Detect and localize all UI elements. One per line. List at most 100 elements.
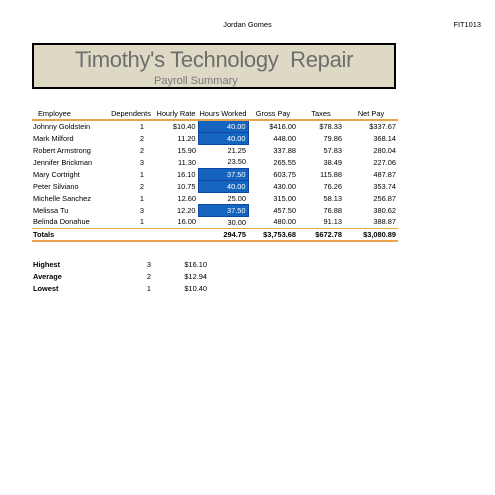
taxes-cell[interactable]: $78.33 bbox=[319, 122, 342, 131]
column-header-hours-worked[interactable]: Hours Worked bbox=[198, 108, 248, 121]
net-pay-cell[interactable]: 256.87 bbox=[373, 193, 396, 203]
net-pay-cell[interactable]: 368.14 bbox=[373, 133, 396, 143]
taxes-cell[interactable]: 79.86 bbox=[323, 133, 343, 143]
taxes-cell[interactable]: 76.26 bbox=[323, 181, 343, 191]
employee-name-cell[interactable]: Mary Cortright bbox=[33, 169, 80, 179]
table-row: Michelle Sanchez 1 12.60 25.00 315.00 58.13 25… bbox=[32, 192, 398, 204]
net-pay-cell[interactable]: 388.87 bbox=[373, 217, 396, 227]
hourly-rate-cell[interactable]: 16.10 bbox=[177, 169, 196, 179]
stat-dependents-cell[interactable]: 1 bbox=[146, 283, 151, 293]
report-subtitle: Payroll Summary bbox=[154, 75, 238, 87]
stat-rate-cell[interactable]: $12.94 bbox=[184, 271, 207, 281]
taxes-cell[interactable]: 76.88 bbox=[323, 205, 343, 215]
taxes-cell[interactable]: 91.13 bbox=[323, 217, 343, 227]
dependents-cell[interactable]: 1 bbox=[139, 217, 144, 227]
stat-label-cell[interactable]: Average bbox=[33, 271, 62, 281]
dependents-cell[interactable]: 1 bbox=[139, 122, 144, 131]
hours-worked-cell[interactable]: 37.50 bbox=[197, 167, 249, 181]
dependents-cell[interactable]: 2 bbox=[139, 145, 144, 155]
gross-pay-cell[interactable]: 603.75 bbox=[273, 169, 296, 179]
dependents-cell[interactable]: 1 bbox=[139, 193, 144, 203]
totals-label[interactable]: Totals bbox=[32, 227, 108, 242]
table-row: Robert Armstrong 2 15.90 21.25 337.88 57.83 28… bbox=[32, 144, 398, 156]
dependents-cell[interactable]: 2 bbox=[139, 133, 144, 143]
table-header-row: Employee Dependents Hourly Rate Hours Wo… bbox=[32, 108, 398, 121]
taxes-cell[interactable]: 38.49 bbox=[323, 157, 343, 167]
hours-worked-cell[interactable]: 23.50 bbox=[227, 157, 247, 167]
hourly-rate-cell[interactable]: 12.60 bbox=[177, 193, 197, 203]
dependents-cell[interactable]: 1 bbox=[139, 169, 144, 179]
gross-pay-cell[interactable]: 337.88 bbox=[273, 145, 296, 155]
gross-pay-cell[interactable]: $416.00 bbox=[269, 122, 296, 131]
hours-worked-cell[interactable]: 40.00 bbox=[197, 179, 249, 193]
company-title: Timothy's Technology Repair bbox=[74, 47, 354, 72]
gross-pay-cell[interactable]: 265.55 bbox=[273, 157, 296, 167]
gross-pay-cell[interactable]: 448.00 bbox=[273, 133, 296, 143]
net-pay-cell[interactable]: 227.06 bbox=[373, 157, 396, 167]
employee-name-cell[interactable]: Michelle Sanchez bbox=[33, 193, 91, 203]
hours-worked-cell[interactable]: 30.00 bbox=[227, 217, 247, 227]
hourly-rate-cell[interactable]: 12.20 bbox=[177, 205, 196, 215]
hourly-rate-cell[interactable]: 16.00 bbox=[177, 217, 197, 227]
table-row: Johnny Goldstein 1 $10.40 40.00 $416.00 $78.3… bbox=[32, 119, 398, 133]
hours-worked-cell[interactable]: 21.25 bbox=[227, 145, 247, 155]
total-gross-cell[interactable]: $3,753.68 bbox=[248, 227, 298, 242]
stat-dependents-cell[interactable]: 3 bbox=[146, 259, 151, 269]
employee-name-cell[interactable]: Mark Milford bbox=[33, 133, 74, 143]
employee-name-cell[interactable]: Peter Silviano bbox=[33, 181, 79, 191]
hourly-rate-cell[interactable]: 15.90 bbox=[177, 145, 197, 155]
employee-name-cell[interactable]: Melissa Tu bbox=[33, 205, 69, 215]
column-header-net-pay[interactable]: Net Pay bbox=[344, 108, 398, 121]
totals-empty-cell[interactable] bbox=[108, 227, 154, 242]
total-hours-cell[interactable]: 294.75 bbox=[198, 227, 248, 242]
hours-worked-cell[interactable]: 37.50 bbox=[197, 203, 249, 217]
payroll-table: Employee Dependents Hourly Rate Hours Wo… bbox=[32, 108, 398, 242]
hourly-rate-cell[interactable]: 10.75 bbox=[177, 181, 196, 191]
table-row: Mary Cortright 1 16.10 37.50 603.75 115.88 487… bbox=[32, 167, 398, 181]
hours-worked-cell[interactable]: 25.00 bbox=[227, 193, 247, 203]
stats-row: Lowest 1 $10.40 bbox=[32, 282, 207, 294]
net-pay-cell[interactable]: 353.74 bbox=[373, 181, 396, 191]
net-pay-cell[interactable]: 280.04 bbox=[373, 145, 396, 155]
dependents-cell[interactable]: 3 bbox=[139, 205, 144, 215]
page-header-course-code: FIT1013 bbox=[453, 20, 481, 29]
column-header-hourly-rate[interactable]: Hourly Rate bbox=[154, 108, 198, 121]
employee-name-cell[interactable]: Belinda Donahue bbox=[33, 217, 90, 227]
hourly-rate-cell[interactable]: $10.40 bbox=[172, 122, 196, 131]
page-header-author: Jordan Gomes bbox=[223, 20, 272, 29]
gross-pay-cell[interactable]: 457.50 bbox=[273, 205, 296, 215]
employee-name-cell[interactable]: Robert Armstrong bbox=[33, 145, 91, 155]
net-pay-cell[interactable]: 487.87 bbox=[373, 169, 396, 179]
stat-rate-cell[interactable]: $16.10 bbox=[184, 259, 207, 269]
column-header-gross-pay[interactable]: Gross Pay bbox=[248, 108, 298, 121]
taxes-cell[interactable]: 115.88 bbox=[319, 169, 342, 179]
gross-pay-cell[interactable]: 480.00 bbox=[273, 217, 296, 227]
hours-worked-cell[interactable]: 40.00 bbox=[197, 131, 249, 145]
stat-label-cell[interactable]: Highest bbox=[33, 259, 61, 269]
dependents-cell[interactable]: 3 bbox=[139, 157, 144, 167]
dependents-cell[interactable]: 2 bbox=[139, 181, 144, 191]
summary-stats-table: Highest 3 $16.10 Average 2 $12.94 Lowest 1 $10.4… bbox=[32, 258, 207, 294]
gross-pay-cell[interactable]: 430.00 bbox=[273, 181, 296, 191]
net-pay-cell[interactable]: 380.62 bbox=[373, 205, 396, 215]
hourly-rate-cell[interactable]: 11.20 bbox=[177, 133, 196, 143]
hourly-rate-cell[interactable]: 11.30 bbox=[178, 157, 196, 167]
net-pay-cell[interactable]: $337.67 bbox=[369, 122, 396, 131]
total-net-cell[interactable]: $3,080.89 bbox=[344, 227, 398, 242]
employee-name-cell[interactable]: Jennifer Brickman bbox=[33, 157, 93, 167]
taxes-cell[interactable]: 58.13 bbox=[323, 193, 343, 203]
table-row: Peter Silviano 2 10.75 40.00 430.00 76.26 353.… bbox=[32, 179, 398, 193]
column-header-employee[interactable]: Employee bbox=[32, 108, 108, 121]
taxes-cell[interactable]: 57.83 bbox=[323, 145, 343, 155]
totals-empty-cell[interactable] bbox=[154, 227, 198, 242]
gross-pay-cell[interactable]: 315.00 bbox=[273, 193, 296, 203]
table-row: Mark Milford 2 11.20 40.00 448.00 79.86 368.14 bbox=[32, 131, 398, 145]
total-taxes-cell[interactable]: $672.78 bbox=[298, 227, 344, 242]
stat-rate-cell[interactable]: $10.40 bbox=[184, 283, 207, 293]
employee-name-cell[interactable]: Johnny Goldstein bbox=[33, 122, 91, 131]
column-header-taxes[interactable]: Taxes bbox=[298, 108, 344, 121]
stat-label-cell[interactable]: Lowest bbox=[33, 283, 59, 293]
column-header-dependents[interactable]: Dependents bbox=[108, 108, 154, 121]
hours-worked-cell[interactable]: 40.00 bbox=[197, 119, 249, 133]
stat-dependents-cell[interactable]: 2 bbox=[146, 271, 151, 281]
